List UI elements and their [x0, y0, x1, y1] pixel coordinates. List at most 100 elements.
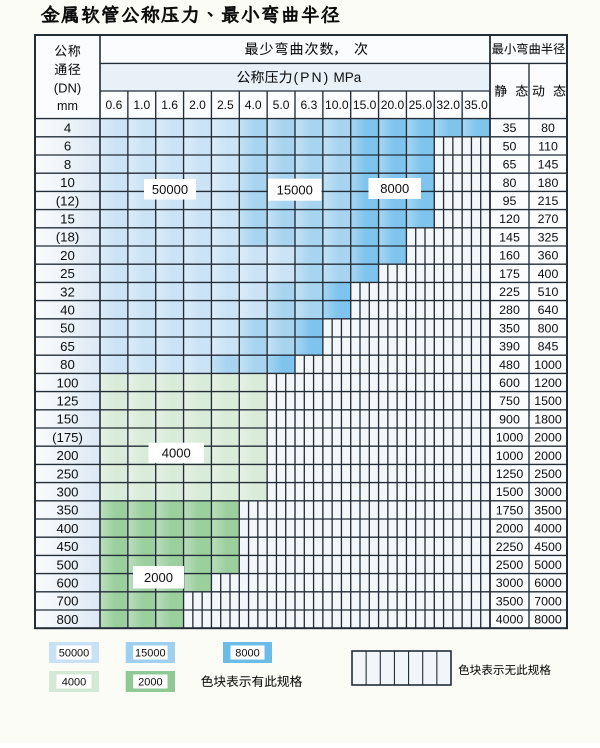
svg-text:600: 600: [499, 376, 520, 390]
svg-text:350: 350: [499, 321, 520, 335]
svg-text:360: 360: [538, 249, 559, 263]
svg-text:480: 480: [499, 358, 520, 372]
svg-text:600: 600: [56, 575, 78, 590]
svg-text:800: 800: [538, 321, 559, 335]
svg-text:640: 640: [538, 303, 559, 317]
svg-text:5.0: 5.0: [273, 98, 290, 112]
svg-text:4000: 4000: [62, 676, 86, 688]
svg-text:350: 350: [56, 503, 78, 518]
svg-text:125: 125: [56, 393, 78, 408]
svg-text:1200: 1200: [534, 376, 562, 390]
svg-text:50: 50: [60, 321, 75, 336]
svg-text:(PN): (PN): [294, 69, 331, 85]
svg-text:120: 120: [499, 212, 520, 226]
svg-text:20.0: 20.0: [381, 98, 405, 112]
svg-text:2000: 2000: [138, 676, 162, 688]
svg-text:300: 300: [56, 484, 78, 499]
svg-text:1800: 1800: [534, 412, 562, 426]
svg-text:25: 25: [60, 266, 75, 281]
svg-text:250: 250: [56, 466, 78, 481]
svg-text:1000: 1000: [534, 358, 562, 372]
svg-text:2500: 2500: [534, 467, 562, 481]
svg-text:1000: 1000: [496, 449, 524, 463]
svg-text:40: 40: [60, 302, 75, 317]
svg-text:25.0: 25.0: [409, 98, 433, 112]
svg-text:95: 95: [503, 194, 517, 208]
svg-text:280: 280: [499, 303, 520, 317]
svg-text:6: 6: [64, 139, 71, 154]
svg-text:160: 160: [499, 249, 520, 263]
svg-text:900: 900: [499, 412, 520, 426]
svg-text:50: 50: [503, 139, 517, 153]
svg-text:700: 700: [56, 594, 78, 609]
svg-text:(DN): (DN): [54, 81, 81, 96]
svg-text:215: 215: [538, 194, 559, 208]
svg-text:10.0: 10.0: [325, 98, 349, 112]
svg-text:845: 845: [538, 340, 559, 354]
svg-text:225: 225: [499, 285, 520, 299]
svg-text:35: 35: [503, 121, 517, 135]
svg-text:2.5: 2.5: [217, 98, 234, 112]
svg-text:32.0: 32.0: [436, 98, 460, 112]
svg-text:1000: 1000: [496, 431, 524, 445]
svg-text:35.0: 35.0: [464, 98, 488, 112]
svg-text:110: 110: [538, 139, 558, 153]
svg-text:0.6: 0.6: [106, 98, 123, 112]
svg-text:4500: 4500: [534, 540, 562, 554]
svg-text:10: 10: [60, 175, 75, 190]
svg-text:32: 32: [60, 284, 75, 299]
svg-text:6000: 6000: [534, 576, 562, 590]
svg-text:6.3: 6.3: [301, 98, 318, 112]
svg-text:750: 750: [499, 394, 520, 408]
svg-text:390: 390: [499, 340, 520, 354]
svg-text:65: 65: [503, 158, 517, 172]
svg-text:1750: 1750: [496, 503, 524, 517]
svg-text:2000: 2000: [534, 449, 562, 463]
svg-text:15000: 15000: [277, 182, 313, 197]
svg-text:15.0: 15.0: [353, 98, 377, 112]
svg-text:3000: 3000: [496, 576, 524, 590]
svg-text:1.6: 1.6: [161, 98, 178, 112]
svg-text:150: 150: [56, 412, 78, 427]
svg-text:15: 15: [60, 211, 75, 226]
svg-text:8: 8: [64, 157, 71, 172]
svg-text:3000: 3000: [534, 485, 562, 499]
svg-text:325: 325: [538, 230, 559, 244]
svg-text:(175): (175): [52, 430, 83, 445]
svg-text:145: 145: [538, 158, 559, 172]
svg-text:1500: 1500: [496, 485, 524, 499]
svg-text:65: 65: [60, 339, 75, 354]
svg-text:2500: 2500: [496, 558, 524, 572]
svg-text:mm: mm: [57, 99, 78, 113]
svg-text:400: 400: [56, 521, 78, 536]
svg-text:20: 20: [60, 248, 75, 263]
svg-text:500: 500: [56, 557, 78, 572]
svg-text:2000: 2000: [496, 522, 524, 536]
svg-text:5000: 5000: [534, 558, 562, 572]
svg-text:80: 80: [503, 176, 517, 190]
svg-text:400: 400: [538, 267, 559, 281]
svg-text:2.0: 2.0: [189, 98, 206, 112]
svg-text:2000: 2000: [534, 431, 562, 445]
svg-text:(12): (12): [56, 193, 79, 208]
svg-text:7000: 7000: [534, 594, 562, 608]
svg-text:1500: 1500: [534, 394, 562, 408]
svg-text:270: 270: [538, 212, 559, 226]
svg-text:2000: 2000: [144, 570, 173, 585]
svg-text:3500: 3500: [534, 503, 562, 517]
svg-text:3500: 3500: [496, 594, 524, 608]
svg-text:100: 100: [56, 375, 78, 390]
svg-text:510: 510: [538, 285, 559, 299]
svg-text:800: 800: [56, 612, 78, 627]
svg-text:MPa: MPa: [334, 70, 362, 85]
svg-text:4: 4: [64, 120, 71, 135]
svg-text:145: 145: [499, 230, 520, 244]
svg-text:4000: 4000: [534, 522, 562, 536]
svg-text:450: 450: [56, 539, 78, 554]
svg-text:8000: 8000: [235, 647, 259, 659]
svg-text:50000: 50000: [59, 647, 90, 659]
svg-text:15000: 15000: [135, 647, 166, 659]
svg-text:1.0: 1.0: [133, 98, 150, 112]
svg-text:200: 200: [56, 448, 78, 463]
svg-text:4.0: 4.0: [245, 98, 262, 112]
